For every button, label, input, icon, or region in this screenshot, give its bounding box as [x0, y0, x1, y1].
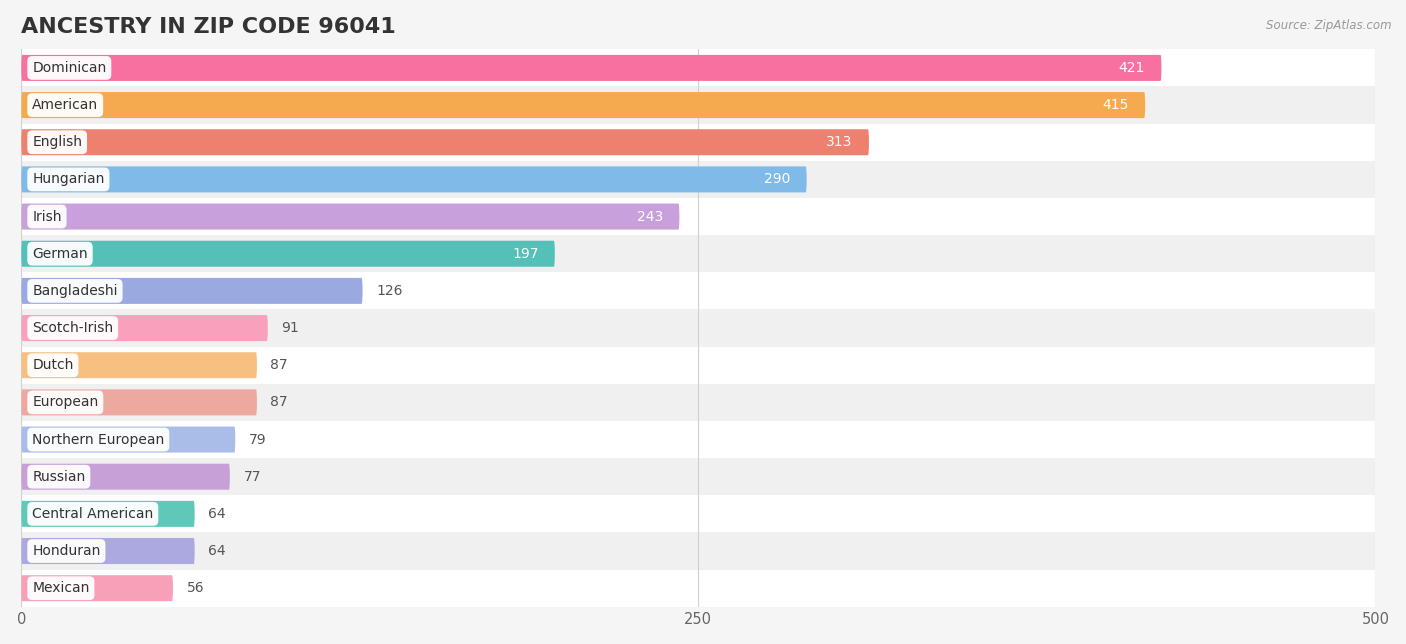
Text: 313: 313	[827, 135, 852, 149]
Text: 126: 126	[375, 284, 402, 298]
Text: European: European	[32, 395, 98, 410]
FancyBboxPatch shape	[21, 272, 1375, 310]
Text: 87: 87	[270, 358, 288, 372]
FancyBboxPatch shape	[21, 204, 679, 229]
FancyBboxPatch shape	[21, 495, 1375, 533]
FancyBboxPatch shape	[21, 50, 1375, 86]
Text: 79: 79	[249, 433, 267, 446]
FancyBboxPatch shape	[21, 501, 194, 527]
FancyBboxPatch shape	[21, 198, 1375, 235]
Text: 197: 197	[512, 247, 538, 261]
Text: ANCESTRY IN ZIP CODE 96041: ANCESTRY IN ZIP CODE 96041	[21, 17, 396, 37]
Text: 77: 77	[243, 469, 262, 484]
FancyBboxPatch shape	[21, 166, 807, 193]
Text: 87: 87	[270, 395, 288, 410]
FancyBboxPatch shape	[21, 352, 257, 378]
Text: 415: 415	[1102, 98, 1129, 112]
FancyBboxPatch shape	[21, 278, 363, 304]
FancyBboxPatch shape	[21, 310, 1375, 346]
Text: Russian: Russian	[32, 469, 86, 484]
FancyBboxPatch shape	[21, 569, 1375, 607]
FancyBboxPatch shape	[21, 92, 1144, 118]
Text: 91: 91	[281, 321, 299, 335]
Text: Dutch: Dutch	[32, 358, 73, 372]
FancyBboxPatch shape	[21, 161, 1375, 198]
FancyBboxPatch shape	[21, 390, 257, 415]
Text: 243: 243	[637, 209, 664, 223]
FancyBboxPatch shape	[21, 458, 1375, 495]
Text: German: German	[32, 247, 87, 261]
Text: 64: 64	[208, 544, 226, 558]
FancyBboxPatch shape	[21, 235, 1375, 272]
FancyBboxPatch shape	[21, 86, 1375, 124]
FancyBboxPatch shape	[21, 384, 1375, 421]
Text: Central American: Central American	[32, 507, 153, 521]
FancyBboxPatch shape	[21, 421, 1375, 458]
FancyBboxPatch shape	[21, 533, 1375, 569]
Text: Dominican: Dominican	[32, 61, 107, 75]
Text: Irish: Irish	[32, 209, 62, 223]
FancyBboxPatch shape	[21, 315, 267, 341]
Text: 290: 290	[763, 173, 790, 186]
Text: Northern European: Northern European	[32, 433, 165, 446]
Text: Scotch-Irish: Scotch-Irish	[32, 321, 114, 335]
Text: 56: 56	[187, 581, 204, 595]
Text: English: English	[32, 135, 82, 149]
Text: American: American	[32, 98, 98, 112]
FancyBboxPatch shape	[21, 124, 1375, 161]
FancyBboxPatch shape	[21, 55, 1161, 81]
FancyBboxPatch shape	[21, 346, 1375, 384]
FancyBboxPatch shape	[21, 538, 194, 564]
FancyBboxPatch shape	[21, 426, 235, 453]
Text: Hungarian: Hungarian	[32, 173, 104, 186]
Text: Source: ZipAtlas.com: Source: ZipAtlas.com	[1267, 19, 1392, 32]
FancyBboxPatch shape	[21, 575, 173, 601]
Text: 64: 64	[208, 507, 226, 521]
FancyBboxPatch shape	[21, 464, 229, 489]
FancyBboxPatch shape	[21, 241, 555, 267]
Text: 421: 421	[1119, 61, 1144, 75]
Text: Honduran: Honduran	[32, 544, 101, 558]
FancyBboxPatch shape	[21, 129, 869, 155]
Text: Bangladeshi: Bangladeshi	[32, 284, 118, 298]
Text: Mexican: Mexican	[32, 581, 90, 595]
